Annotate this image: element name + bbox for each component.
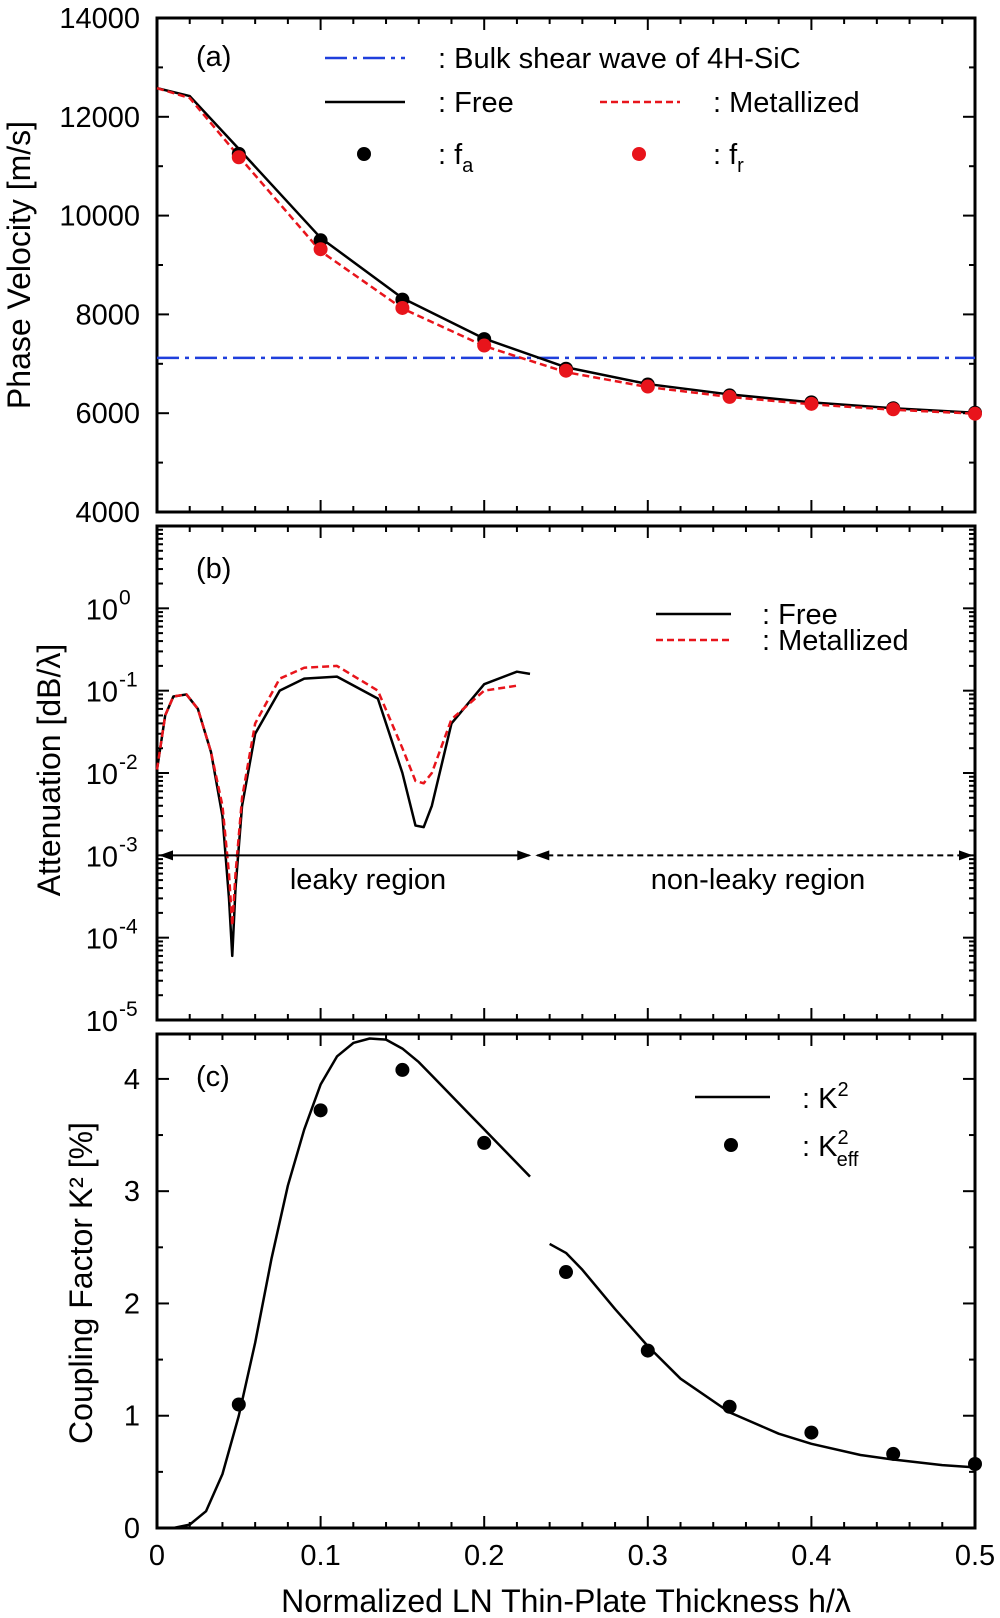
- y-tick-exponent: -5: [119, 998, 138, 1021]
- fr-point: [395, 300, 410, 315]
- fr-point: [559, 363, 573, 378]
- k2_seg2-line: [549, 1242, 976, 1469]
- legend-fa-sub: a: [462, 155, 474, 177]
- panel-a-legend: : Bulk shear wave of 4H-SiC : Free : Met…: [325, 43, 860, 177]
- y-tick-exponent: -3: [119, 833, 138, 856]
- y-tick-exponent: -2: [119, 751, 138, 774]
- panel-c: 0 1 2 3 4 0 0.1 0.2 0.3 0.4 0.5 (c) Coupling Facto…: [63, 1032, 995, 1618]
- legend-keff-text: : K: [802, 1131, 838, 1163]
- fr-point: [231, 150, 246, 165]
- legend-fa-marker: [357, 147, 371, 161]
- x-tick-label: 0.2: [464, 1540, 504, 1572]
- legend-keff-sup: 2: [837, 1127, 848, 1149]
- fr-point: [640, 379, 655, 394]
- y-tick-exponent: -4: [119, 916, 138, 939]
- legend-bulk-label: : Bulk shear wave of 4H-SiC: [438, 43, 801, 75]
- panel-c-frame: [155, 1032, 977, 1530]
- y-tick-label: 10: [86, 759, 118, 791]
- free-line: [155, 670, 531, 958]
- y-tick-label: 10: [86, 841, 118, 873]
- panel-c-legend: : K2 : K2 eff: [695, 1079, 859, 1171]
- legend-keff-marker: [724, 1138, 738, 1152]
- fr-point: [968, 406, 982, 421]
- keff-point: [395, 1062, 410, 1077]
- keff-point: [640, 1343, 655, 1358]
- x-tick-label: 0.3: [628, 1540, 668, 1572]
- legend-b-metal-label: : Metallized: [762, 625, 909, 657]
- y-tick-label: 4000: [75, 497, 140, 529]
- x-tick-label: 0.1: [300, 1540, 340, 1572]
- y-tick-label: 10000: [59, 201, 140, 233]
- keff-point: [804, 1425, 819, 1440]
- arrowhead: [535, 850, 550, 861]
- keff-point: [559, 1265, 573, 1280]
- panel-b-ylabel: Attenuation [dB/λ]: [31, 644, 67, 897]
- legend-fr-marker: [632, 147, 646, 161]
- legend-metal-label: : Metallized: [713, 87, 860, 119]
- fr-point: [477, 338, 492, 353]
- x-tick-label: 0.5: [955, 1540, 995, 1572]
- panel-c-label: (c): [196, 1061, 230, 1093]
- legend-k2-text: : K: [802, 1083, 838, 1115]
- metal-line: [155, 664, 518, 927]
- y-tick-label: 10: [86, 594, 118, 626]
- legend-fr-sub: r: [737, 155, 744, 177]
- panel-a-label: (a): [196, 41, 231, 73]
- y-tick-label: 8000: [75, 299, 140, 331]
- panel-a-ylabel: Phase Velocity [m/s]: [1, 121, 37, 409]
- legend-fa-label: : fa: [438, 139, 474, 177]
- legend-k2-label: : K2: [802, 1079, 849, 1115]
- arrowhead: [517, 850, 532, 861]
- y-tick-label: 10: [86, 677, 118, 709]
- keff-point: [313, 1103, 328, 1118]
- legend-b-free-label: : Free: [762, 599, 838, 631]
- keff-point: [477, 1135, 492, 1150]
- panel-b-frame: [155, 524, 977, 1022]
- y-tick-exponent: -1: [119, 669, 138, 692]
- leaky-region-label: leaky region: [290, 864, 446, 896]
- metal-line: [156, 86, 976, 415]
- keff-point: [722, 1399, 737, 1414]
- nonleaky-region-label: non-leaky region: [651, 864, 865, 896]
- y-tick-label: 10: [86, 924, 118, 956]
- k2_seg1-line: [173, 1037, 531, 1530]
- y-tick-label: 4: [124, 1064, 140, 1096]
- panel-b-label: (b): [196, 553, 231, 585]
- y-tick-label: 12000: [59, 102, 140, 134]
- legend-fr-text: : f: [713, 139, 738, 171]
- legend-fr-label: : fr: [713, 139, 744, 177]
- legend-k2-sup: 2: [837, 1079, 848, 1101]
- y-tick-label: 3: [124, 1176, 140, 1208]
- arrowhead: [159, 850, 173, 861]
- y-tick-label: 1: [124, 1401, 140, 1433]
- y-tick-label: 6000: [75, 398, 140, 430]
- keff-point: [231, 1397, 246, 1412]
- y-tick-label: 2: [124, 1288, 140, 1320]
- keff-point: [886, 1446, 901, 1461]
- legend-keff-sub: eff: [837, 1149, 859, 1171]
- x-tick-label: 0: [149, 1540, 165, 1572]
- arrowhead: [959, 850, 973, 861]
- legend-free-label: : Free: [438, 87, 514, 119]
- fr-point: [804, 396, 819, 411]
- panel-c-ylabel: Coupling Factor K² [%]: [63, 1122, 99, 1444]
- fr-point: [886, 402, 901, 417]
- y-tick-label: 10: [86, 1006, 118, 1038]
- panel-a: 4000 6000 8000 10000 12000 14000 (a) Phase Ve…: [1, 3, 982, 529]
- legend-keff-label: : K2 eff: [802, 1127, 859, 1171]
- fr-point: [313, 242, 328, 257]
- free-line: [156, 86, 976, 414]
- panel-b-legend: : Free : Metallized: [656, 599, 909, 657]
- x-axis-label: Normalized LN Thin-Plate Thickness h/λ: [281, 1583, 851, 1618]
- legend-fa-text: : f: [438, 139, 463, 171]
- y-tick-exponent: 0: [119, 586, 131, 609]
- y-tick-label: 14000: [59, 3, 140, 35]
- x-tick-label: 0.4: [791, 1540, 831, 1572]
- keff-point: [968, 1457, 982, 1472]
- y-tick-label: 0: [124, 1513, 140, 1545]
- fr-point: [722, 389, 737, 404]
